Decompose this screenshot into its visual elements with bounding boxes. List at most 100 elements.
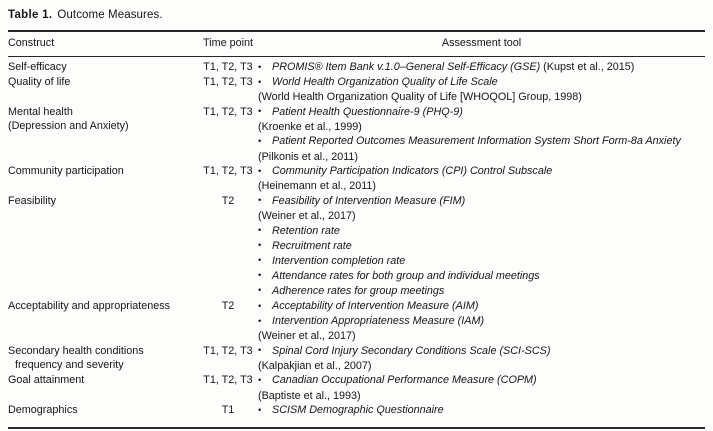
construct-cell: Secondary health conditions frequency and… xyxy=(8,344,198,374)
assessment-tool-cell: • PROMIS® Item Bank v.1.0–General Self-Ef… xyxy=(258,60,705,75)
assessment-item: • Retention rate xyxy=(258,224,705,239)
table-bottom-rule xyxy=(8,427,705,430)
measure-name: PROMIS® Item Bank v.1.0–General Self-Eff… xyxy=(272,61,541,73)
measure-name: SCISM Demographic Questionnaire xyxy=(272,404,444,417)
assessment-tool-cell: • Canadian Occupational Performance Measu… xyxy=(258,373,705,403)
table-caption-label: Table 1. xyxy=(8,9,53,21)
time-point-value: T1, T2, T3 xyxy=(203,61,253,73)
construct-line: frequency and severity xyxy=(15,359,124,372)
construct-line: Quality of life xyxy=(8,76,71,89)
measure-name: Acceptability of Intervention Measure (A… xyxy=(272,300,479,312)
citation-line: (Kalpakjian et al., 2007) xyxy=(258,359,372,372)
bullet-icon: • xyxy=(258,404,262,416)
column-header-time-point: Time point xyxy=(202,37,253,49)
time-point-value: T1, T2, T3 xyxy=(203,105,253,118)
column-header-assessment-tool: Assessment tool xyxy=(441,37,522,49)
table-row: Secondary health conditions frequency and… xyxy=(8,344,705,374)
construct-line: Demographics xyxy=(8,404,78,417)
assessment-tool-cell: • Patient Health Questionnaire-9 (PHQ-9) (… xyxy=(258,105,705,164)
time-point-value: T1 xyxy=(221,404,235,417)
time-point-cell: T1 xyxy=(198,403,258,418)
assessment-item: • Intervention Appropriateness Measure (I… xyxy=(258,314,705,329)
assessment-item: • Feasibility of Intervention Measure (FI… xyxy=(258,194,705,209)
bullet-icon: • xyxy=(258,106,262,118)
bullet-icon: • xyxy=(258,165,262,177)
assessment-item: • Acceptability of Intervention Measure (… xyxy=(258,299,705,314)
time-point-cell: T1, T2, T3 xyxy=(198,105,258,164)
construct-cell: Self-efficacy xyxy=(8,60,198,75)
table-row: Demographics T1 • SCISM Demographic Quest… xyxy=(8,403,705,418)
construct-line: (Depression and Anxiety) xyxy=(8,120,129,133)
citation-line: (World Health Organization Quality of Li… xyxy=(258,91,582,104)
assessment-item: • Recruitment rate xyxy=(258,239,705,254)
measure-name: Patient Health Questionnaire-9 (PHQ-9) xyxy=(272,105,463,118)
bullet-icon: • xyxy=(258,76,262,88)
assessment-item: • Attendance rates for both group and ind… xyxy=(258,269,705,284)
time-point-value: T2 xyxy=(221,194,235,207)
time-point-cell: T1, T2, T3 xyxy=(198,344,258,374)
time-point-cell: T1, T2, T3 xyxy=(198,373,258,403)
table-row: Acceptability and appropriateness T2 • Ac… xyxy=(8,299,705,344)
measure-name: Recruitment rate xyxy=(272,239,352,252)
time-point-cell: T1, T2, T3 xyxy=(198,164,258,194)
table-header-row: Construct Time point Assessment tool xyxy=(8,30,705,57)
construct-line: Goal attainment xyxy=(8,374,85,387)
assessment-item: • Canadian Occupational Performance Measu… xyxy=(258,373,705,388)
construct-cell: Demographics xyxy=(8,403,198,418)
bullet-icon: • xyxy=(258,270,262,282)
table-row: Quality of life T1, T2, T3 • World Health… xyxy=(8,75,705,105)
time-point-cell: T2 xyxy=(198,299,258,344)
measure-name: Spinal Cord Injury Secondary Conditions … xyxy=(272,344,551,357)
bullet-icon: • xyxy=(258,315,262,327)
measure-name: World Health Organization Quality of Lif… xyxy=(272,76,498,89)
citation-line: (Heinemann et al., 2011) xyxy=(258,180,377,193)
table-body: Self-efficacy T1, T2, T3 • PROMIS® Item B… xyxy=(8,57,705,418)
construct-cell: Quality of life xyxy=(8,75,198,105)
bullet-icon: • xyxy=(258,195,262,207)
citation-line: (Baptiste et al., 1993) xyxy=(258,389,361,402)
table-row: Self-efficacy T1, T2, T3 • PROMIS® Item B… xyxy=(8,60,705,75)
assessment-item: • Intervention completion rate xyxy=(258,254,705,269)
bullet-icon: • xyxy=(258,300,262,312)
measure-name: Retention rate xyxy=(272,224,340,237)
column-header-construct: Construct xyxy=(8,37,55,49)
measure-name: Patient Reported Outcomes Measurement In… xyxy=(272,135,681,148)
bullet-icon: • xyxy=(258,135,262,147)
table-caption-title: Outcome Measures. xyxy=(57,9,163,21)
construct-line: Feasibility xyxy=(8,194,57,207)
construct-cell: Acceptability and appropriateness xyxy=(8,299,198,344)
assessment-item: • Patient Health Questionnaire-9 (PHQ-9) xyxy=(258,105,705,120)
assessment-tool-cell: • Acceptability of Intervention Measure (… xyxy=(258,299,705,344)
measure-name: Adherence rates for group meetings xyxy=(272,284,445,297)
construct-line: Secondary health conditions xyxy=(8,344,144,357)
assessment-tool-cell: • Spinal Cord Injury Secondary Conditions… xyxy=(258,344,705,374)
bullet-icon: • xyxy=(258,255,262,267)
assessment-item: • Patient Reported Outcomes Measurement I… xyxy=(258,134,705,149)
assessment-tool-cell: • Community Participation Indicators (CPI… xyxy=(258,164,705,194)
citation-line: (Weiner et al., 2017) xyxy=(258,209,356,222)
bullet-icon: • xyxy=(258,374,262,386)
construct-cell: Mental health (Depression and Anxiety) xyxy=(8,105,198,164)
bullet-icon: • xyxy=(258,240,262,252)
measure-name: Intervention completion rate xyxy=(272,254,406,267)
measure-name: Canadian Occupational Performance Measur… xyxy=(272,374,537,387)
construct-cell: Community participation xyxy=(8,164,198,194)
measure-name: Feasibility of Intervention Measure (FIM… xyxy=(272,194,466,207)
bullet-icon: • xyxy=(258,61,262,73)
assessment-item: • Adherence rates for group meetings xyxy=(258,284,705,299)
table-row: Mental health (Depression and Anxiety) T1… xyxy=(8,105,705,164)
table-caption: Table 1. Outcome Measures. xyxy=(8,8,705,22)
assessment-item: • World Health Organization Quality of Li… xyxy=(258,75,705,90)
construct-cell: Goal attainment xyxy=(8,373,198,403)
measure-name: Attendance rates for both group and indi… xyxy=(272,269,540,282)
time-point-value: T1, T2, T3 xyxy=(203,165,253,178)
construct-line: Acceptability and appropriateness xyxy=(8,300,171,312)
construct-line: Community participation xyxy=(8,165,124,178)
bullet-icon: • xyxy=(258,345,262,357)
time-point-value: T1, T2, T3 xyxy=(203,76,253,89)
measure-name: Intervention Appropriateness Measure (IA… xyxy=(272,315,485,328)
table-row: Goal attainment T1, T2, T3 • Canadian Occ… xyxy=(8,373,705,403)
citation-line: (Weiner et al., 2017) xyxy=(258,330,356,343)
time-point-value: T1, T2, T3 xyxy=(203,344,253,357)
